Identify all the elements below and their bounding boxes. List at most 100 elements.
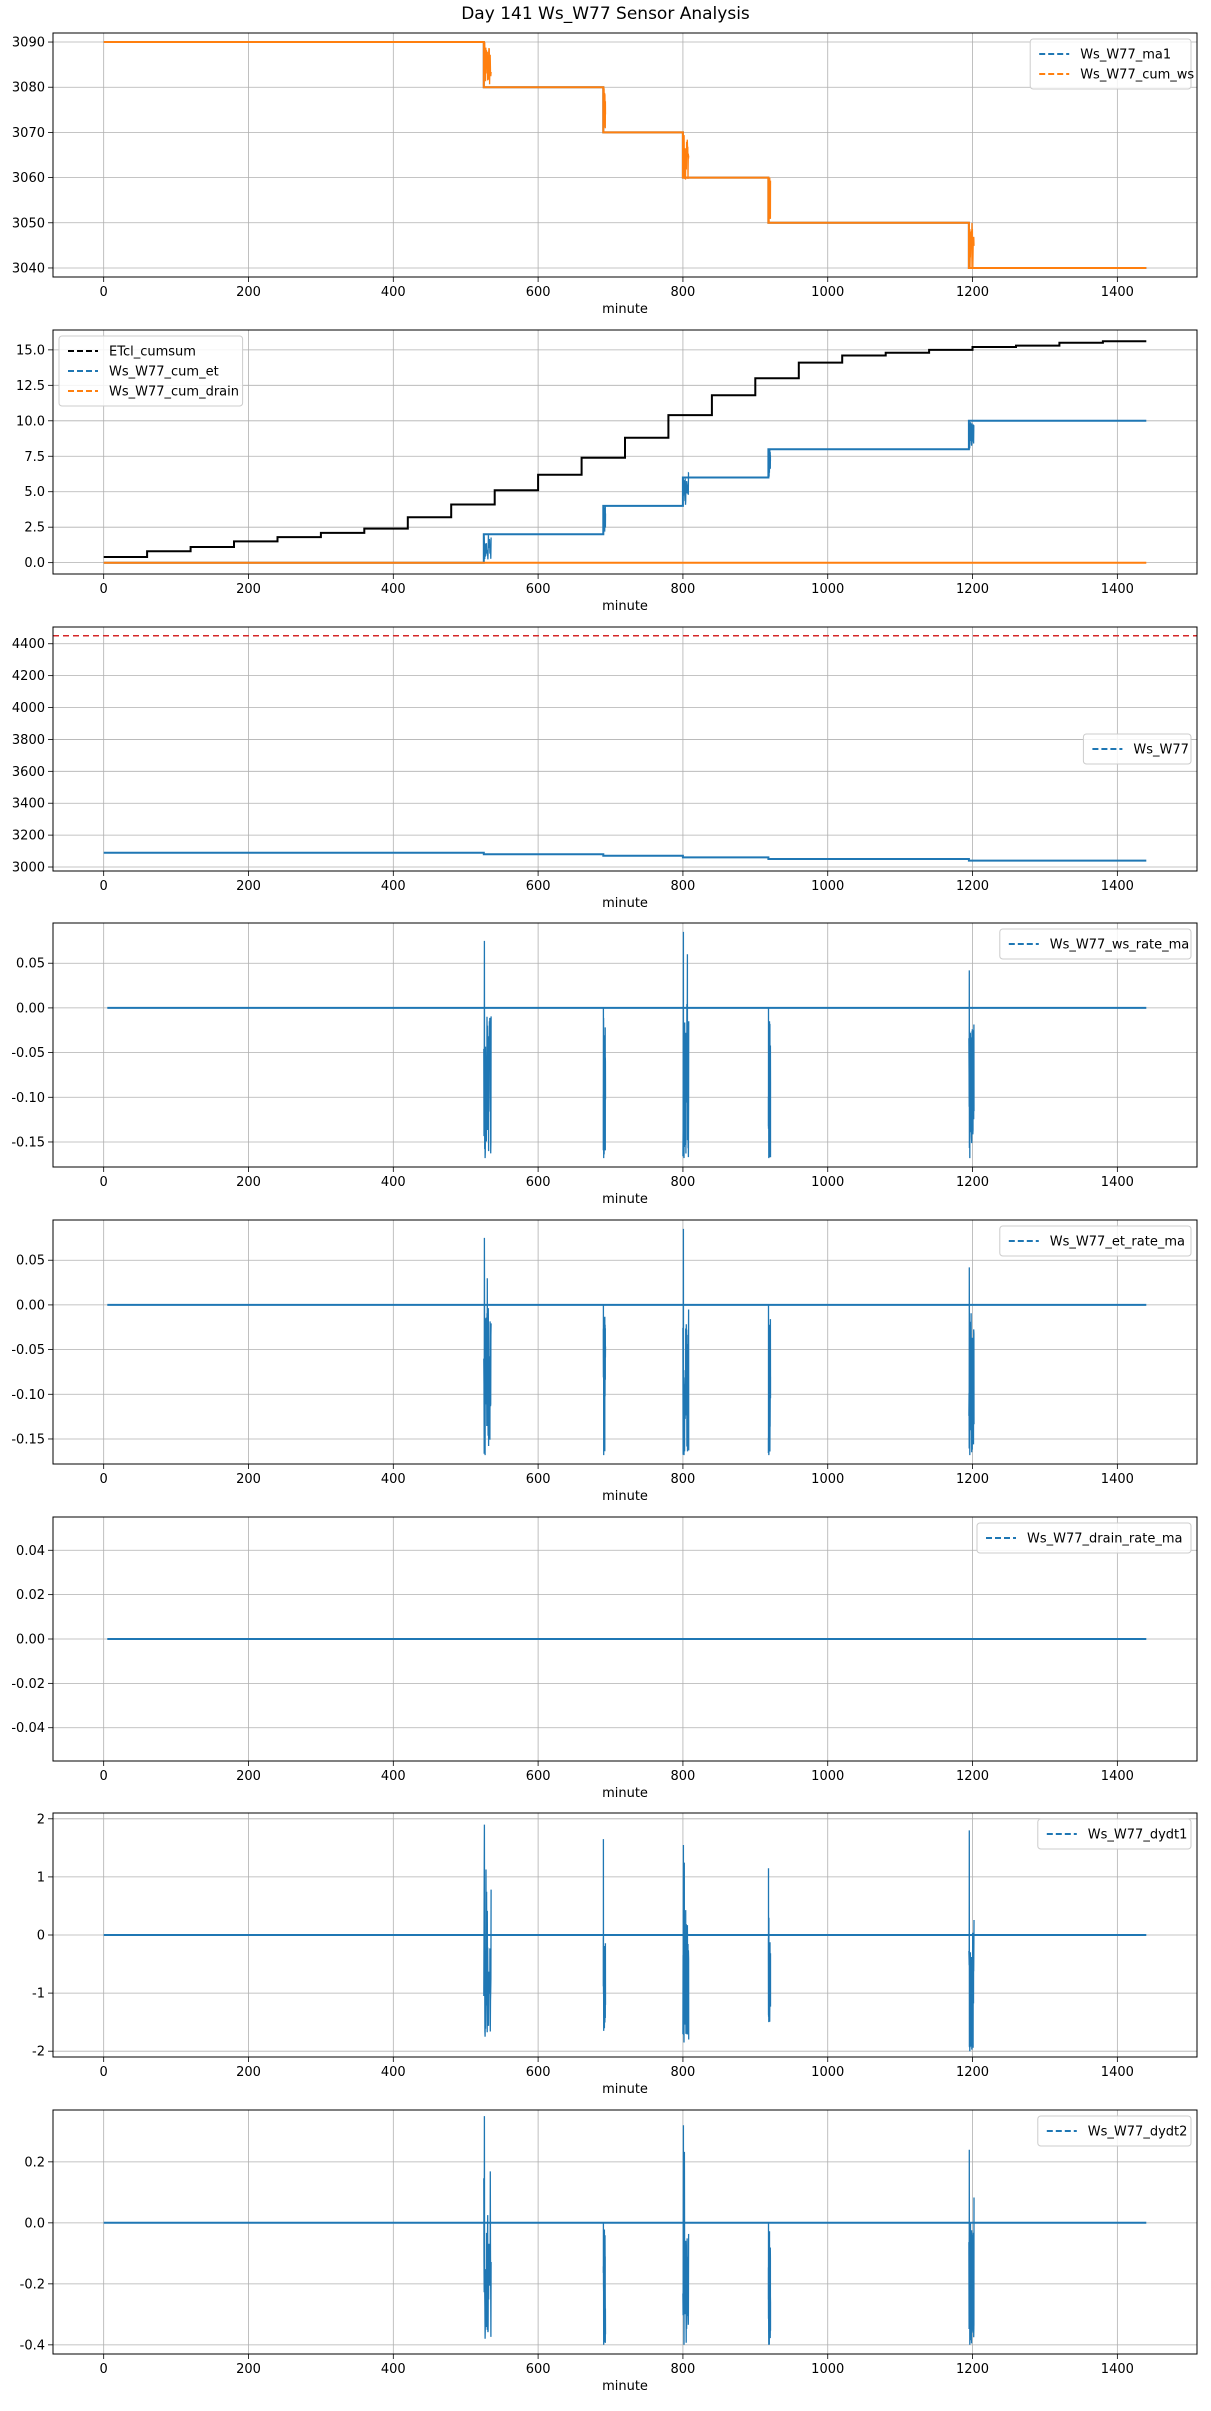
x-tick-label: 0 — [100, 2362, 108, 2377]
spike-burst-ws-w77-dydt1 — [968, 1830, 975, 2052]
x-axis-label: minute — [602, 2082, 648, 2097]
x-tick-label: 600 — [526, 285, 551, 300]
x-tick-label: 1200 — [956, 2065, 989, 2080]
y-tick-label: 7.5 — [24, 450, 45, 465]
plot-area — [103, 2116, 1147, 2345]
x-tick-label: 1400 — [1101, 1769, 1134, 1784]
x-tick-label: 400 — [381, 879, 406, 894]
y-tick-label: 1 — [37, 1870, 45, 1885]
axes-frame — [52, 329, 1198, 575]
y-tick-label: -0.02 — [11, 1677, 45, 1692]
legend: Ws_W77_ws_rate_ma — [999, 928, 1192, 960]
legend-box — [1037, 1818, 1192, 1850]
spike-burst-ws-w77-ws-rate-ma — [602, 1007, 607, 1159]
legend-label: Ws_W77_dydt1 — [1088, 1828, 1188, 1843]
legend-label: ETcl_cumsum — [109, 345, 196, 360]
x-tick-label: 1400 — [1101, 582, 1134, 597]
x-tick-label: 0 — [100, 582, 108, 597]
legend: Ws_W77_drain_rate_ma — [976, 1522, 1192, 1554]
legend: Ws_W77_et_rate_ma — [999, 1225, 1192, 1257]
plot-area — [103, 41, 1147, 269]
plot-area — [107, 931, 1147, 1159]
y-tick-label: 0.05 — [16, 1254, 45, 1269]
y-tick-label: 3090 — [12, 36, 45, 51]
spike-burst-ws-w77-et-rate-ma — [483, 1237, 492, 1456]
y-tick-label: -1 — [32, 1987, 45, 2002]
legend: Ws_W77_dydt1 — [1037, 1818, 1192, 1850]
legend-box — [1082, 733, 1192, 765]
y-tick-label: 3800 — [12, 733, 45, 748]
legend-box — [58, 335, 244, 407]
x-tick-label: 800 — [671, 879, 696, 894]
x-tick-label: 1000 — [811, 1472, 844, 1487]
spike-burst-ws-w77-dydt1 — [682, 1844, 690, 2043]
chart-5: 0 200 400 600 800 1000 1200 1400 -0.15 -0.10 -0.05… — [11, 1219, 1198, 1504]
x-tick-label: 800 — [671, 2362, 696, 2377]
axes-frame — [52, 1219, 1198, 1465]
spike-burst-ws-w77-dydt2 — [682, 2125, 690, 2345]
y-tick-label: 12.5 — [16, 379, 45, 394]
y-tick-label: 0.00 — [16, 1001, 45, 1016]
spike-burst-ws-w77-dydt2 — [968, 2149, 975, 2345]
x-tick-label: 1000 — [811, 1769, 844, 1784]
series-line-etcl-cumsum — [103, 340, 1147, 558]
chart-6: 0 200 400 600 800 1000 1200 1400 -0.04 -0.02 0.00 0… — [11, 1516, 1198, 1801]
noise-burst-ws-w77-cum-ws — [968, 222, 975, 268]
chart-7: 0 200 400 600 800 1000 1200 1400 -2 -1 0 1 2 minute Ws… — [32, 1812, 1198, 2097]
x-axis-label: minute — [602, 599, 648, 614]
y-tick-label: 15.0 — [16, 343, 45, 358]
chart-8: 0 200 400 600 800 1000 1200 1400 -0.4 -0.2 0.0 0.2 m… — [20, 2109, 1198, 2394]
x-tick-label: 400 — [381, 1175, 406, 1190]
x-tick-label: 200 — [236, 1769, 261, 1784]
x-tick-label: 400 — [381, 2065, 406, 2080]
x-tick-label: 1400 — [1101, 285, 1134, 300]
y-tick-label: 3080 — [12, 81, 45, 96]
x-tick-label: 200 — [236, 2065, 261, 2080]
x-axis-label: minute — [602, 1786, 648, 1801]
legend-box — [999, 928, 1192, 960]
axes-frame — [52, 32, 1198, 278]
x-tick-label: 200 — [236, 285, 261, 300]
y-tick-label: 4400 — [12, 637, 45, 652]
axes-frame — [52, 922, 1198, 1168]
axes-frame — [52, 1812, 1198, 2058]
noise-burst-ws-w77-cum-ws — [767, 177, 772, 223]
y-tick-label: -0.15 — [11, 1432, 45, 1447]
x-tick-label: 800 — [671, 582, 696, 597]
legend-label: Ws_W77_ws_rate_ma — [1050, 938, 1189, 953]
chart-2: 0 200 400 600 800 1000 1200 1400 0.0 2.5 5.0 7.5 10.… — [16, 329, 1198, 614]
plot-area — [53, 635, 1197, 862]
series-line-ws-w77-ma1 — [103, 41, 1147, 269]
x-tick-label: 1000 — [811, 879, 844, 894]
chart-3: 0 200 400 600 800 1000 1200 1400 3000 3200 3400 360… — [12, 626, 1198, 911]
x-axis-label: minute — [602, 302, 648, 317]
y-tick-label: 3070 — [12, 126, 45, 141]
x-tick-label: 1200 — [956, 1769, 989, 1784]
spike-burst-ws-w77-et-rate-ma — [602, 1304, 607, 1456]
x-tick-label: 1400 — [1101, 2362, 1134, 2377]
legend-box — [1037, 2115, 1192, 2147]
noise-burst-ws-w77-cum-et — [968, 422, 975, 449]
x-tick-label: 600 — [526, 1175, 551, 1190]
legend-label: Ws_W77_et_rate_ma — [1050, 1235, 1185, 1250]
noise-burst-ws-w77-cum-et — [767, 449, 772, 477]
y-tick-label: 3050 — [12, 216, 45, 231]
x-tick-label: 1400 — [1101, 2065, 1134, 2080]
spike-burst-ws-w77-dydt2 — [483, 2116, 492, 2339]
y-tick-label: 3040 — [12, 261, 45, 276]
x-tick-label: 400 — [381, 1472, 406, 1487]
x-tick-label: 0 — [100, 1472, 108, 1487]
x-tick-label: 800 — [671, 1175, 696, 1190]
x-tick-label: 200 — [236, 879, 261, 894]
x-tick-label: 1400 — [1101, 1472, 1134, 1487]
x-tick-label: 1400 — [1101, 879, 1134, 894]
spike-burst-ws-w77-ws-rate-ma — [767, 1007, 772, 1159]
x-tick-label: 800 — [671, 1769, 696, 1784]
x-tick-label: 0 — [100, 879, 108, 894]
y-tick-label: -0.2 — [20, 2277, 45, 2292]
axes-frame — [52, 2109, 1198, 2355]
legend: Ws_W77 — [1082, 733, 1192, 765]
y-tick-label: 0.05 — [16, 957, 45, 972]
noise-burst-ws-w77-cum-ws — [483, 42, 492, 85]
